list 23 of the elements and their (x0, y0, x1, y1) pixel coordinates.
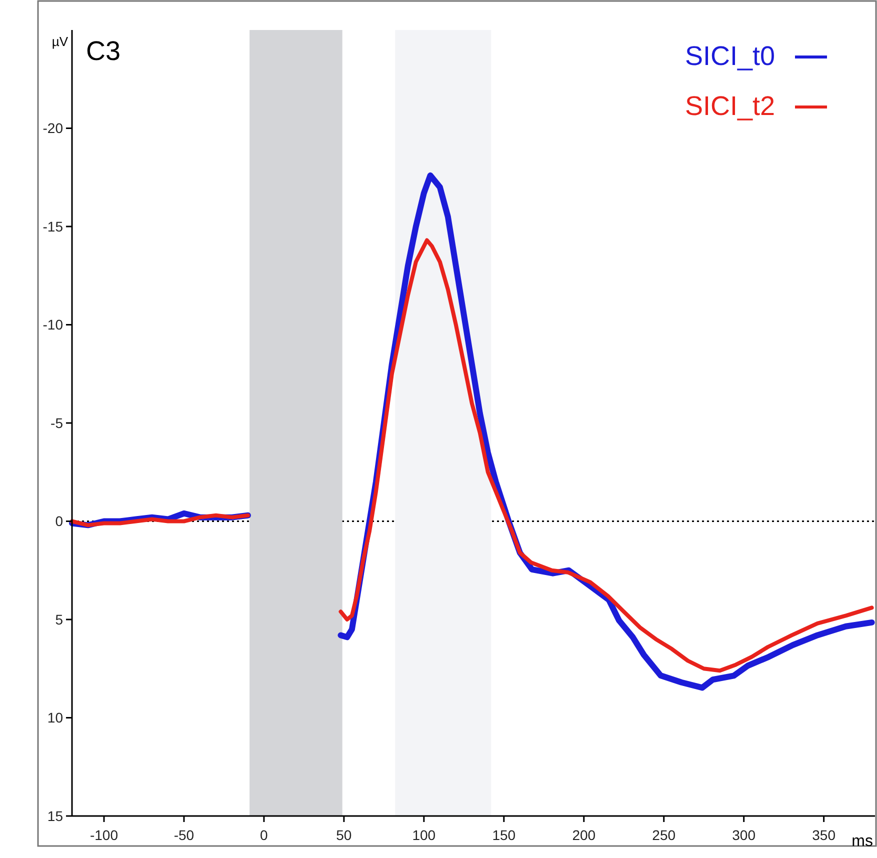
x-tick-label: 350 (812, 827, 836, 843)
y-tick-label: -15 (42, 218, 64, 234)
y-tick-label: -10 (42, 316, 64, 333)
x-axis-title: ms (852, 833, 873, 850)
x-tick-label: 100 (412, 827, 436, 843)
x-tick-label: 0 (260, 827, 268, 843)
y-tick-label: 5 (55, 611, 64, 628)
x-tick-label: 50 (336, 827, 352, 843)
legend-label: SICI_t0 (684, 41, 775, 71)
y-tick-label: 0 (55, 513, 64, 530)
x-tick-label: 150 (492, 827, 516, 843)
legend-label: SICI_t2 (684, 91, 775, 121)
y-tick-label: -20 (42, 120, 64, 136)
x-tick-label: 250 (652, 827, 676, 843)
y-tick-label: 10 (47, 710, 64, 726)
x-tick-label: 300 (732, 827, 756, 843)
chart-title: C3 (86, 36, 121, 66)
x-tick-label: -50 (174, 827, 194, 843)
x-tick-label: -100 (90, 827, 118, 843)
y-axis-title: µV (52, 34, 68, 49)
y-tick-label: 15 (47, 808, 64, 824)
x-tick-label: 200 (572, 827, 596, 843)
y-tick-label: -5 (50, 414, 64, 431)
